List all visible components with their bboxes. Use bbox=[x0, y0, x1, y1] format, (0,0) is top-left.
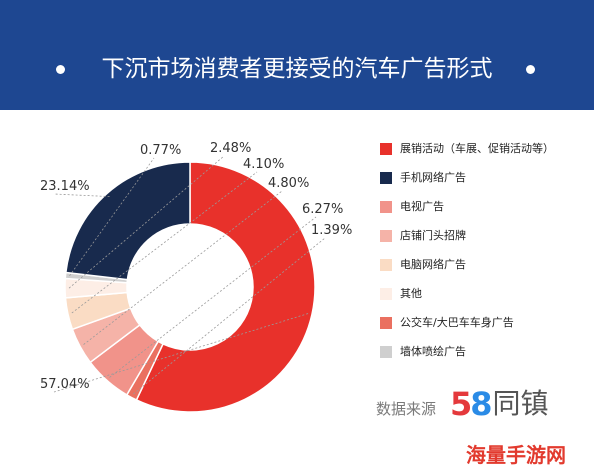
leader-line bbox=[133, 237, 326, 395]
legend-item: 手机网络广告 bbox=[380, 168, 590, 188]
legend-item: 公交车/大巴车车身广告 bbox=[380, 313, 590, 333]
legend-label: 公交车/大巴车车身广告 bbox=[400, 316, 514, 329]
watermark: 海量手游网 bbox=[466, 443, 566, 467]
legend-label: 展销活动（车展、促销活动等） bbox=[400, 142, 554, 155]
source-label: 数据来源 bbox=[376, 400, 437, 418]
legend-label: 其他 bbox=[400, 287, 422, 300]
legend-label: 电视广告 bbox=[400, 200, 444, 213]
legend-swatch bbox=[380, 201, 392, 213]
legend-item: 电视广告 bbox=[380, 197, 590, 217]
donut-chart: 57.04% 1.39% 6.27% 4.80% 4.10%2.48% 0.77% 23.1… bbox=[40, 141, 352, 413]
leader-line bbox=[69, 157, 155, 277]
legend-label: 店铺门头招牌 bbox=[400, 229, 466, 242]
slice-label: 6.27% bbox=[302, 202, 343, 217]
header-bullet-right bbox=[526, 65, 535, 74]
legend-item: 展销活动（车展、促销活动等） bbox=[380, 139, 590, 159]
brand-logo-name: 同镇 bbox=[492, 387, 549, 420]
legend-swatch bbox=[380, 143, 392, 155]
legend-swatch bbox=[380, 259, 392, 271]
leader-line bbox=[68, 155, 225, 289]
slice-label: 1.39% bbox=[311, 223, 352, 238]
legend-label: 墙体喷绘广告 bbox=[400, 345, 466, 358]
brand-logo: 58同镇 bbox=[450, 384, 549, 424]
leader-line bbox=[53, 313, 309, 393]
chart-title: 下沉市场消费者更接受的汽车广告形式 bbox=[101, 56, 493, 82]
legend-swatch bbox=[380, 346, 392, 358]
legend-item: 电脑网络广告 bbox=[380, 255, 590, 275]
legend-label: 电脑网络广告 bbox=[400, 258, 466, 271]
legend-swatch bbox=[380, 288, 392, 300]
leader-line bbox=[71, 171, 258, 314]
legend-item: 墙体喷绘广告 bbox=[380, 342, 590, 362]
legend-swatch bbox=[380, 230, 392, 242]
slice-labels: 57.04% 1.39% 6.27% 4.80% 4.10%2.48% 0.77% 23.1… bbox=[40, 141, 352, 392]
leader-lines bbox=[53, 155, 326, 395]
legend-item: 店铺门头招牌 bbox=[380, 226, 590, 246]
header-bullet-left bbox=[56, 65, 65, 74]
leader-line bbox=[53, 193, 110, 197]
slice-label: 2.48% bbox=[210, 141, 251, 156]
donut-slices bbox=[64, 161, 316, 413]
donut-slice bbox=[65, 161, 191, 281]
brand-logo-number: 58 bbox=[450, 385, 493, 423]
leader-line bbox=[109, 216, 317, 378]
header-banner: 下沉市场消费者更接受的汽车广告形式 bbox=[0, 0, 594, 110]
slice-label: 4.10% bbox=[243, 157, 284, 172]
slice-label: 4.80% bbox=[268, 176, 309, 191]
leader-line bbox=[83, 190, 283, 345]
slice-label: 57.04% bbox=[40, 377, 90, 392]
legend-swatch bbox=[380, 172, 392, 184]
legend-item: 其他 bbox=[380, 284, 590, 304]
slice-label: 0.77% bbox=[140, 143, 181, 158]
slice-label: 23.14% bbox=[40, 179, 90, 194]
legend-label: 手机网络广告 bbox=[400, 171, 466, 184]
donut-slice bbox=[135, 161, 316, 413]
legend-swatch bbox=[380, 317, 392, 329]
